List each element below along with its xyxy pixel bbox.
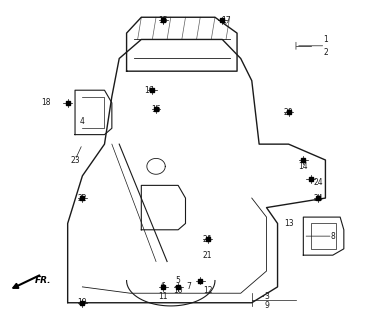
Text: 17: 17 [221,16,231,25]
Text: 7: 7 [187,282,191,292]
Text: 23: 23 [70,156,80,164]
Text: 12: 12 [203,285,212,295]
Text: 10: 10 [173,285,183,295]
Text: 24: 24 [313,194,323,203]
Text: 13: 13 [284,219,293,228]
Text: 5: 5 [176,276,181,285]
Text: 15: 15 [158,16,168,25]
Text: 22: 22 [78,194,87,203]
Text: 24: 24 [203,235,213,244]
Text: 21: 21 [203,251,212,260]
Text: 16: 16 [144,86,154,95]
Text: FR.: FR. [35,276,51,285]
Text: 9: 9 [264,301,269,310]
Bar [311,223,336,249]
Text: 2: 2 [323,48,328,57]
Text: 16: 16 [151,105,161,114]
Text: 20: 20 [284,108,293,117]
Text: 11: 11 [159,292,168,301]
Text: 6: 6 [161,282,166,292]
Text: 1: 1 [323,35,328,44]
Text: 4: 4 [80,117,85,126]
Text: 19: 19 [78,298,87,307]
Text: 24: 24 [313,178,323,187]
Text: 18: 18 [41,99,50,108]
Text: 3: 3 [264,292,269,301]
Text: 14: 14 [299,162,308,171]
Text: 8: 8 [331,232,335,241]
